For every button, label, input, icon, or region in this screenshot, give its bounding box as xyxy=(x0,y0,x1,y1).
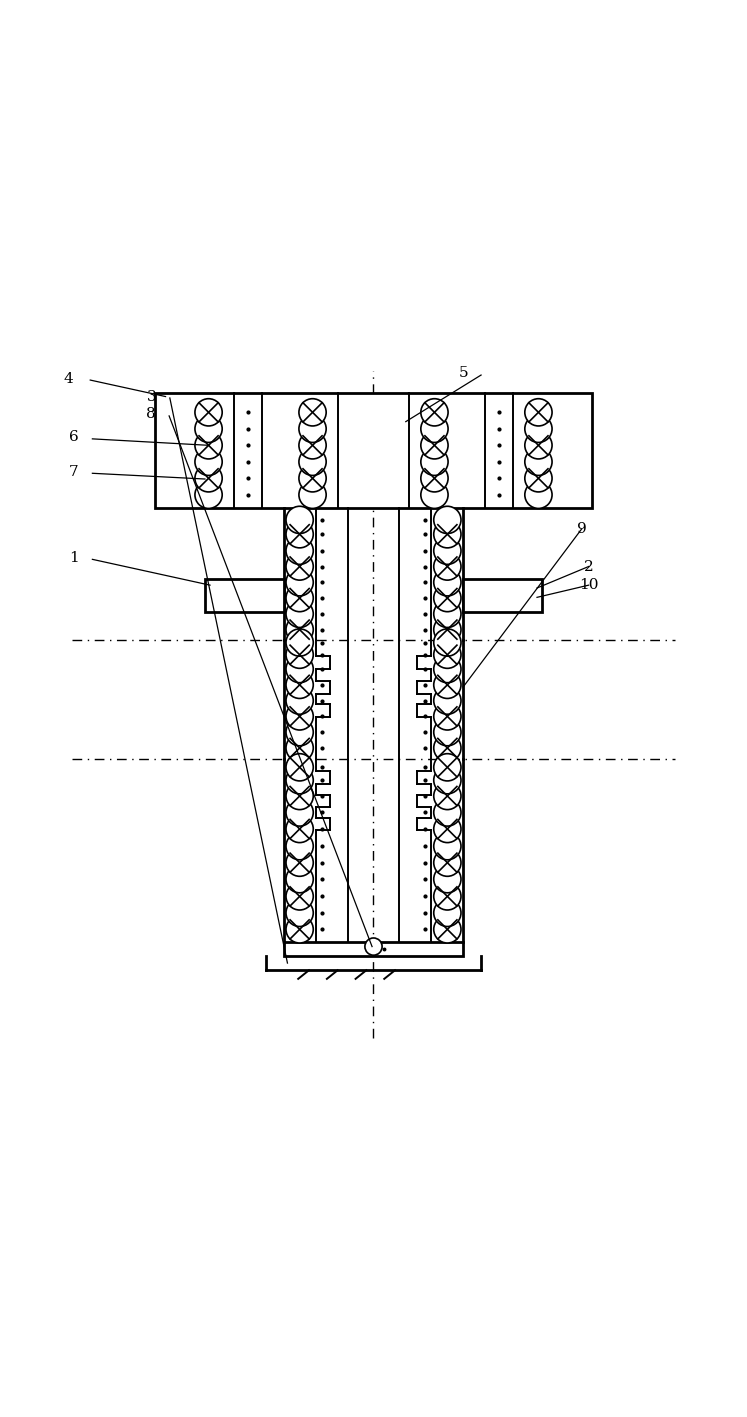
Circle shape xyxy=(434,601,461,628)
Circle shape xyxy=(421,448,448,476)
Circle shape xyxy=(525,448,552,476)
Circle shape xyxy=(195,415,222,442)
Bar xyxy=(284,941,463,956)
Circle shape xyxy=(286,866,313,893)
Text: 1: 1 xyxy=(69,551,78,565)
Circle shape xyxy=(434,687,461,714)
Circle shape xyxy=(525,432,552,459)
Circle shape xyxy=(286,799,313,826)
Circle shape xyxy=(195,432,222,459)
Circle shape xyxy=(286,640,313,669)
Circle shape xyxy=(421,465,448,492)
Circle shape xyxy=(299,482,326,509)
Circle shape xyxy=(434,553,461,580)
Circle shape xyxy=(286,629,313,656)
Circle shape xyxy=(434,656,461,683)
Circle shape xyxy=(286,584,313,612)
Text: 5: 5 xyxy=(459,366,468,380)
Circle shape xyxy=(434,866,461,893)
Circle shape xyxy=(299,432,326,459)
Circle shape xyxy=(286,900,313,927)
Circle shape xyxy=(525,482,552,509)
Circle shape xyxy=(421,432,448,459)
Text: 7: 7 xyxy=(69,465,78,479)
Circle shape xyxy=(434,815,461,843)
Text: 8: 8 xyxy=(146,408,156,421)
Circle shape xyxy=(434,506,461,534)
Circle shape xyxy=(286,703,313,730)
Text: 2: 2 xyxy=(583,560,594,574)
Circle shape xyxy=(286,568,313,597)
Circle shape xyxy=(286,833,313,860)
Circle shape xyxy=(286,754,313,781)
Circle shape xyxy=(421,482,448,509)
Circle shape xyxy=(286,782,313,809)
Bar xyxy=(155,393,592,507)
Circle shape xyxy=(299,415,326,442)
Circle shape xyxy=(525,415,552,442)
Text: 9: 9 xyxy=(577,523,586,536)
Circle shape xyxy=(299,448,326,476)
Circle shape xyxy=(286,656,313,683)
Circle shape xyxy=(434,767,461,794)
Circle shape xyxy=(286,767,313,794)
Circle shape xyxy=(286,520,313,548)
Circle shape xyxy=(434,883,461,910)
Circle shape xyxy=(434,672,461,699)
Circle shape xyxy=(286,815,313,843)
Circle shape xyxy=(434,537,461,564)
Text: 6: 6 xyxy=(69,431,78,445)
Circle shape xyxy=(286,849,313,876)
Circle shape xyxy=(195,398,222,427)
Circle shape xyxy=(434,833,461,860)
Circle shape xyxy=(365,938,382,955)
Circle shape xyxy=(286,687,313,714)
Circle shape xyxy=(286,915,313,942)
Circle shape xyxy=(421,398,448,427)
Circle shape xyxy=(434,900,461,927)
Circle shape xyxy=(434,584,461,612)
Circle shape xyxy=(434,754,461,781)
Circle shape xyxy=(195,448,222,476)
Circle shape xyxy=(286,553,313,580)
Circle shape xyxy=(286,601,313,628)
Circle shape xyxy=(525,465,552,492)
Circle shape xyxy=(299,465,326,492)
Circle shape xyxy=(434,915,461,942)
Circle shape xyxy=(434,616,461,643)
Circle shape xyxy=(299,398,326,427)
Circle shape xyxy=(286,616,313,643)
Bar xyxy=(205,580,284,612)
Circle shape xyxy=(434,703,461,730)
Circle shape xyxy=(286,537,313,564)
Circle shape xyxy=(286,672,313,699)
Bar xyxy=(463,580,542,612)
Text: 10: 10 xyxy=(579,578,598,592)
Circle shape xyxy=(286,734,313,761)
Circle shape xyxy=(525,398,552,427)
Text: 4: 4 xyxy=(63,371,74,385)
Circle shape xyxy=(286,718,313,745)
Circle shape xyxy=(434,640,461,669)
Circle shape xyxy=(286,506,313,534)
Circle shape xyxy=(195,482,222,509)
Circle shape xyxy=(434,734,461,761)
Circle shape xyxy=(434,568,461,597)
Text: 3: 3 xyxy=(146,390,156,404)
Circle shape xyxy=(434,849,461,876)
Circle shape xyxy=(434,520,461,548)
Circle shape xyxy=(434,718,461,745)
Circle shape xyxy=(421,415,448,442)
Circle shape xyxy=(434,629,461,656)
Circle shape xyxy=(195,465,222,492)
Circle shape xyxy=(286,883,313,910)
Circle shape xyxy=(434,782,461,809)
Circle shape xyxy=(434,799,461,826)
